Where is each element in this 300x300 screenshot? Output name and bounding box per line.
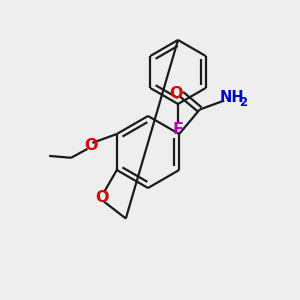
Text: O: O bbox=[95, 190, 109, 205]
Text: NH: NH bbox=[220, 90, 244, 105]
Text: F: F bbox=[172, 122, 184, 136]
Text: 2: 2 bbox=[239, 96, 247, 109]
Text: O: O bbox=[169, 85, 183, 100]
Text: O: O bbox=[85, 138, 98, 153]
